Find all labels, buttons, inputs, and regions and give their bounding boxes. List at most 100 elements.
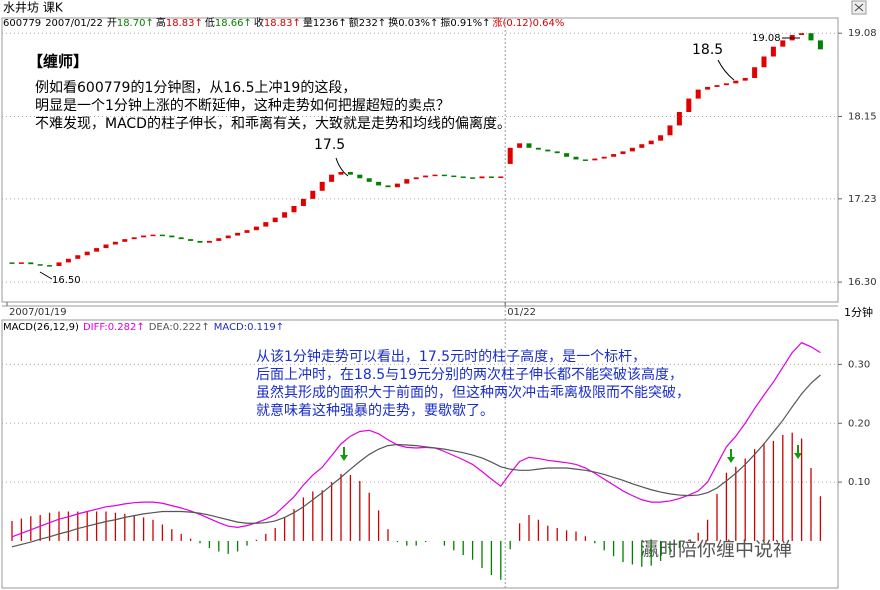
callout-line (717, 59, 735, 81)
price-tick-label: 19.08 (848, 28, 877, 39)
candle (47, 265, 53, 267)
macd-title: MACD(26,12,9) (3, 322, 79, 333)
low-callout (39, 271, 53, 280)
macd-note: 从该1分钟走势可以看出，17.5元时的柱子高度，是一个标杆， (256, 348, 646, 365)
candle (507, 147, 513, 164)
diff-line (11, 341, 821, 538)
quote-item: 0.03%↑ (398, 18, 438, 29)
macd-tick-label: 0.30 (848, 359, 870, 370)
quote-item: 232↑ (359, 18, 386, 29)
candle (84, 251, 90, 256)
candle (385, 185, 391, 188)
candle (667, 125, 673, 136)
candle (686, 98, 692, 112)
price-callout: 17.5 (314, 137, 345, 153)
watermark: 瀛时陪你缠中说禅 (640, 538, 792, 561)
quote-item: 高 (156, 16, 166, 29)
macd-tick-label: 0.10 (848, 477, 870, 488)
candle (488, 176, 494, 178)
candle (432, 174, 438, 177)
quote-item: 2007/01/22 (45, 18, 103, 29)
candle (376, 181, 382, 186)
candle (178, 237, 184, 240)
x-tick-label: 2007/01/19 (9, 307, 67, 318)
candle (629, 147, 635, 152)
candle (620, 151, 626, 155)
candle (601, 156, 607, 159)
candle (357, 174, 363, 179)
candle (28, 262, 34, 265)
candle (272, 217, 278, 223)
candle (159, 234, 165, 237)
candle (394, 183, 400, 188)
candle (695, 89, 701, 99)
candle (56, 262, 62, 266)
candle (817, 40, 823, 50)
candle (366, 178, 372, 182)
candle (347, 171, 353, 175)
quote-item: 开 (107, 18, 117, 29)
candle (150, 234, 156, 237)
candle (479, 176, 485, 179)
quote-item: 量 (303, 17, 313, 29)
period-label: 1分钟 (844, 305, 873, 319)
quote-item: 换 (388, 16, 398, 29)
candle (761, 56, 767, 68)
macd-frame (1, 319, 839, 589)
quote-item: (0.12)0.64% (503, 18, 565, 29)
quote-item: 18.83↑ (264, 18, 301, 29)
note-line: 例如看600779的1分钟图，从16.5上冲19的这段， (35, 79, 356, 96)
candle (329, 174, 335, 182)
close-icon (854, 3, 864, 12)
candle (470, 177, 476, 179)
macd-legend: MACD(26,12,9) DIFF:0.282↑ DEA:0.222↑ MACD:0… (3, 322, 284, 333)
note-line: 不难发现，MACD的柱子伸长，和乖离有关，大致就是走势和均线的偏离度。 (35, 115, 511, 132)
x-tick-label: 01/22 (507, 307, 536, 318)
candle (291, 206, 297, 213)
candle (197, 240, 203, 243)
candle (131, 237, 137, 240)
stock-title: 水井坊 课K (3, 0, 64, 15)
candle (592, 158, 598, 161)
macd-note: 后面上冲时，在18.5与19元分别的两次柱子伸长都不能突破该高度， (256, 366, 683, 383)
candle (319, 181, 325, 191)
candle (799, 33, 805, 36)
candle (676, 112, 682, 126)
quote-item: 1236↑ (313, 18, 347, 29)
quote-item: 低 (205, 16, 215, 29)
candle (564, 153, 570, 157)
macd-tick-label: 0.20 (848, 418, 870, 429)
legend-entry: DEA:0.222↑ (149, 322, 210, 333)
dea-line (11, 374, 821, 548)
candle (658, 135, 664, 141)
candle (112, 241, 118, 245)
quote-item: 涨 (493, 17, 503, 29)
candle (526, 143, 532, 148)
candle (282, 212, 288, 218)
quote-item: 收 (254, 16, 264, 29)
candle (733, 80, 739, 84)
candle (263, 222, 269, 227)
candle (300, 198, 306, 206)
candle (582, 159, 588, 161)
candle (535, 147, 541, 150)
quote-item: 0.91%↑ (450, 18, 490, 29)
quote-item: 18.66↑ (215, 18, 252, 29)
price-callout: 18.5 (692, 42, 723, 58)
macd-note: 就意味着这种强暴的走势，要歇歇了。 (256, 402, 494, 419)
candle (451, 175, 457, 178)
candle (714, 85, 720, 87)
candle (742, 77, 748, 81)
candle (216, 238, 222, 241)
price-frame (1, 17, 839, 303)
candle (94, 248, 100, 252)
quote-item: 振 (440, 16, 450, 29)
candle (808, 33, 814, 41)
candle (413, 177, 419, 180)
price-tick-label: 18.15 (848, 111, 877, 122)
candle (648, 140, 654, 145)
candle (235, 232, 241, 236)
candle (75, 255, 81, 259)
candle (545, 149, 551, 152)
